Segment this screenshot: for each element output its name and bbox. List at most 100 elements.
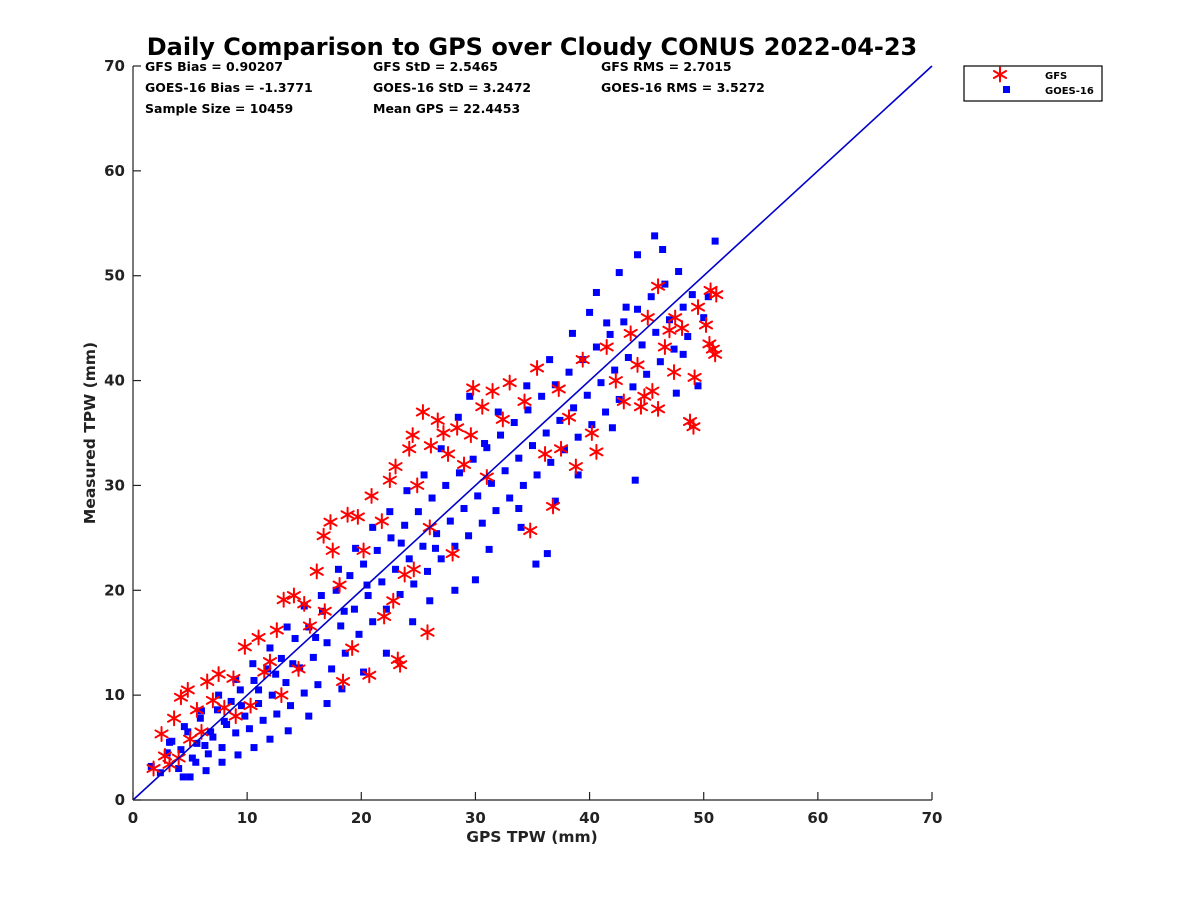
point-goes-16-128 xyxy=(532,560,540,568)
point-gfs-86 xyxy=(668,309,683,326)
point-goes-16-73 xyxy=(487,479,495,487)
stat-gfs-bias: GFS Bias = 0.90207 xyxy=(145,59,283,74)
point-gfs-103 xyxy=(217,699,232,716)
point-goes-16-138 xyxy=(305,712,313,720)
point-goes-16-66 xyxy=(455,469,463,477)
point-goes-16-172 xyxy=(166,738,174,746)
point-gfs-94 xyxy=(356,542,371,559)
point-goes-16-95 xyxy=(588,421,596,429)
point-goes-16-167 xyxy=(249,660,257,668)
point-goes-16-146 xyxy=(679,350,687,358)
point-goes-16-61 xyxy=(433,530,441,538)
point-gfs-98 xyxy=(291,660,306,677)
x-tick-label-7: 70 xyxy=(922,809,943,827)
point-goes-16-71 xyxy=(478,519,486,527)
point-goes-16-19 xyxy=(241,712,249,720)
point-goes-16-21 xyxy=(250,676,258,684)
point-goes-16-166 xyxy=(266,644,274,652)
point-gfs-100 xyxy=(257,664,272,681)
point-goes-16-133 xyxy=(409,618,417,626)
point-goes-16-14 xyxy=(218,744,226,752)
point-goes-16-181 xyxy=(431,544,439,552)
point-gfs-101 xyxy=(243,697,258,714)
point-gfs-25 xyxy=(362,667,377,684)
point-gfs-56 xyxy=(551,380,566,397)
point-goes-16-53 xyxy=(396,590,404,598)
point-goes-16-37 xyxy=(323,639,331,647)
point-goes-16-131 xyxy=(451,586,459,594)
chart-title: Daily Comparison to GPS over Cloudy CONU… xyxy=(147,33,918,61)
one-to-one-line xyxy=(132,65,933,801)
point-gfs-34 xyxy=(402,440,417,457)
point-gfs-69 xyxy=(645,383,660,400)
y-tick-label-2: 20 xyxy=(104,581,125,599)
point-goes-16-176 xyxy=(546,356,554,364)
point-goes-16-149 xyxy=(608,424,616,432)
point-goes-16-141 xyxy=(250,744,258,752)
point-goes-16-174 xyxy=(494,408,502,416)
point-goes-16-85 xyxy=(542,429,550,437)
point-goes-16-188 xyxy=(255,686,263,694)
point-goes-16-45 xyxy=(360,560,368,568)
point-gfs-47 xyxy=(475,398,490,415)
point-goes-16-126 xyxy=(592,288,600,296)
point-goes-16-81 xyxy=(524,406,532,414)
point-goes-16-153 xyxy=(471,576,479,584)
point-gfs-15 xyxy=(286,587,302,604)
point-goes-16-115 xyxy=(679,303,687,311)
point-gfs-70 xyxy=(650,278,666,295)
point-goes-16-35 xyxy=(314,681,322,689)
point-gfs-10 xyxy=(237,638,252,655)
point-gfs-8 xyxy=(211,666,226,683)
point-goes-16-6 xyxy=(184,728,192,736)
point-gfs-78 xyxy=(687,369,702,386)
point-goes-16-121 xyxy=(711,237,719,245)
point-goes-16-22 xyxy=(255,700,263,708)
point-goes-16-185 xyxy=(312,633,320,641)
point-gfs-54 xyxy=(537,445,553,462)
point-goes-16-87 xyxy=(551,381,559,389)
point-goes-16-163 xyxy=(317,592,325,600)
point-goes-16-23 xyxy=(259,716,267,724)
point-goes-16-11 xyxy=(204,750,212,758)
point-goes-16-78 xyxy=(510,419,518,427)
point-goes-16-178 xyxy=(586,308,594,316)
point-gfs-68 xyxy=(640,309,655,326)
point-goes-16-52 xyxy=(392,565,400,573)
point-gfs-29 xyxy=(382,472,397,489)
point-gfs-27 xyxy=(374,513,389,530)
point-goes-16-17 xyxy=(232,729,240,737)
point-goes-16-36 xyxy=(318,607,326,615)
point-gfs-50 xyxy=(502,374,517,391)
point-goes-16-94 xyxy=(583,391,591,399)
point-goes-16-55 xyxy=(405,555,413,563)
point-goes-16-173 xyxy=(481,439,489,447)
point-goes-16-99 xyxy=(606,330,614,338)
point-goes-16-187 xyxy=(272,670,280,678)
x-tick-label-3: 30 xyxy=(465,809,486,827)
point-gfs-38 xyxy=(420,624,435,641)
point-goes-16-69 xyxy=(469,455,477,463)
point-gfs-48 xyxy=(485,383,500,400)
point-goes-16-116 xyxy=(684,333,692,341)
point-goes-16-70 xyxy=(474,492,482,500)
point-goes-16-100 xyxy=(611,366,619,374)
point-goes-16-67 xyxy=(460,504,468,512)
point-goes-16-142 xyxy=(234,751,242,759)
point-goes-16-1 xyxy=(156,769,164,777)
point-gfs-85 xyxy=(702,335,717,352)
x-tick-label-0: 0 xyxy=(128,809,138,827)
point-goes-16-7 xyxy=(188,754,196,762)
point-goes-16-92 xyxy=(574,433,582,441)
point-gfs-44 xyxy=(456,456,472,473)
point-goes-16-165 xyxy=(283,623,291,631)
x-tick-label-1: 10 xyxy=(237,809,258,827)
point-gfs-61 xyxy=(589,443,604,460)
point-goes-16-2 xyxy=(163,749,171,757)
y-tick-label-4: 40 xyxy=(104,372,125,390)
point-goes-16-177 xyxy=(568,329,576,337)
point-goes-16-38 xyxy=(328,665,336,673)
point-goes-16-130 xyxy=(485,545,493,553)
point-gfs-21 xyxy=(335,673,351,690)
point-gfs-43 xyxy=(450,419,465,436)
